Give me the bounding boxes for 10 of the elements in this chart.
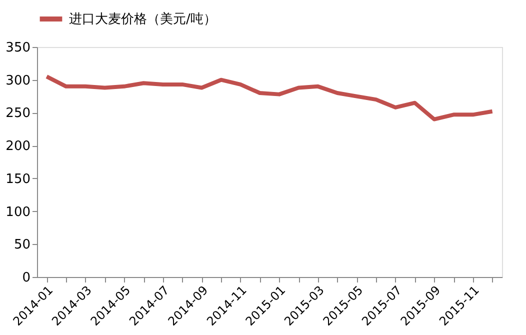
legend-label: 进口大麦价格（美元/吨） (69, 11, 216, 27)
y-tick-label: 50 (14, 238, 30, 253)
y-tick-label: 150 (6, 172, 30, 187)
y-tick-label: 250 (6, 106, 30, 122)
line-series (44, 74, 494, 122)
y-tick-label: 0 (22, 270, 30, 286)
y-tick-label: 300 (6, 73, 30, 88)
y-tick-label: 100 (6, 204, 30, 220)
y-tick-label: 200 (6, 139, 30, 154)
y-tick-label: 350 (6, 40, 30, 56)
